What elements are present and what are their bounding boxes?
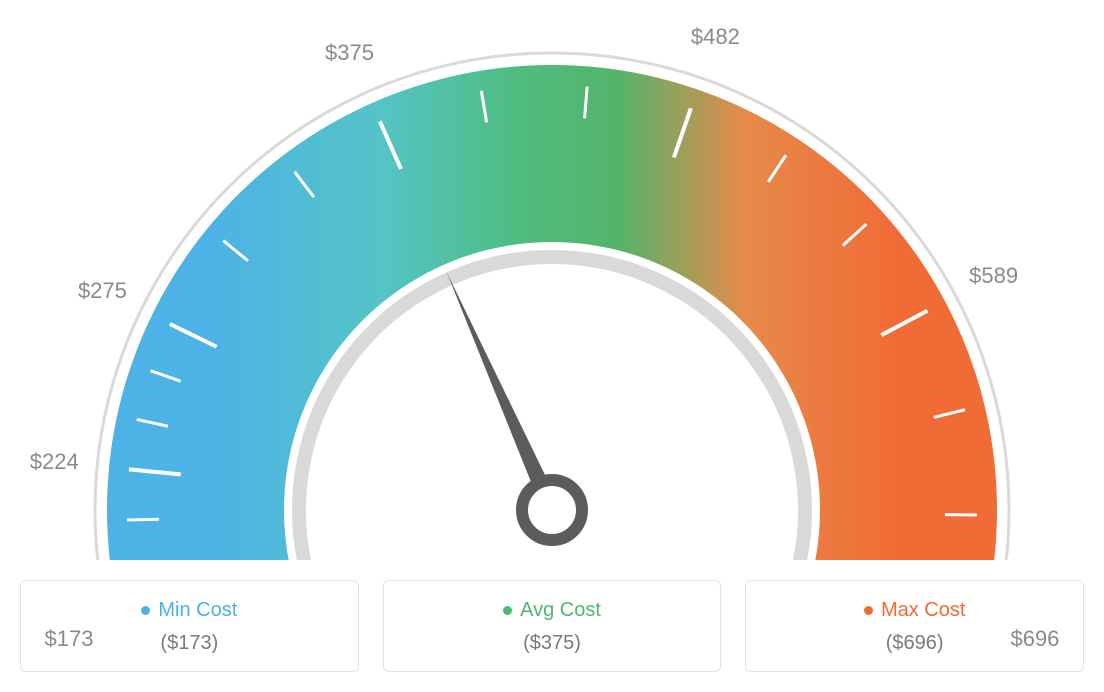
gauge-chart: $173$224$275$375$482$589$696 [20,20,1084,560]
legend-title-min: Min Cost [31,599,348,622]
legend-value-avg: ($375) [394,632,711,655]
legend-title-max: Max Cost [756,599,1073,622]
gauge-tick-label: $375 [325,40,374,66]
gauge-tick-label: $275 [78,278,127,304]
legend-row: Min Cost ($173) Avg Cost ($375) Max Cost… [20,580,1084,672]
legend-title-avg-text: Avg Cost [520,599,601,621]
gauge-tick-label: $173 [45,626,94,652]
gauge-tick-label: $696 [1010,626,1059,652]
gauge-minor-tick [127,519,159,520]
gauge-tick-label: $224 [30,449,79,475]
legend-title-max-text: Max Cost [881,599,965,621]
gauge-needle-hub [522,480,582,540]
gauge-tick-label: $589 [969,263,1018,289]
legend-dot-max [864,606,873,615]
legend-card-avg: Avg Cost ($375) [383,580,722,672]
legend-dot-min [141,606,150,615]
legend-title-avg: Avg Cost [394,599,711,622]
legend-dot-avg [503,606,512,615]
gauge-tick-label: $482 [691,24,740,50]
gauge-svg [20,20,1084,560]
legend-title-min-text: Min Cost [158,599,237,621]
